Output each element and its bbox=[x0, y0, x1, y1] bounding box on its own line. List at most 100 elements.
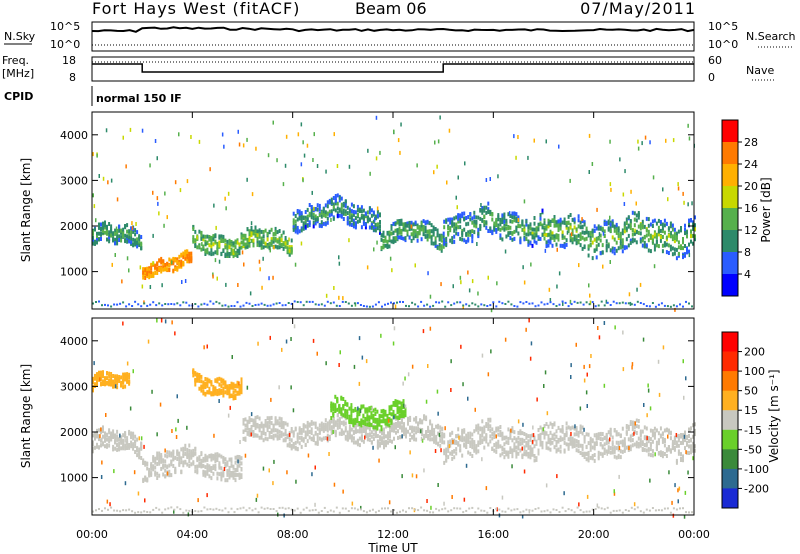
heatmap-cell bbox=[629, 444, 632, 449]
heatmap-cell bbox=[264, 436, 267, 441]
heatmap-cell bbox=[300, 241, 303, 246]
heatmap-cell bbox=[542, 427, 545, 432]
heatmap-cell bbox=[575, 448, 578, 453]
heatmap-cell bbox=[292, 227, 295, 232]
heatmap-cell bbox=[344, 421, 347, 426]
heatmap-cell bbox=[659, 453, 662, 457]
heatmap-cell bbox=[507, 300, 510, 303]
heatmap-cell bbox=[302, 221, 305, 226]
heatmap-cell bbox=[424, 234, 427, 239]
heatmap-cell bbox=[266, 231, 269, 236]
heatmap-cell bbox=[158, 473, 161, 478]
heatmap-cell bbox=[481, 430, 484, 435]
heatmap-cell bbox=[224, 238, 227, 243]
heatmap-cell bbox=[228, 389, 231, 393]
heatmap-cell bbox=[390, 231, 393, 236]
heatmap-cell bbox=[210, 235, 213, 240]
heatmap-cell bbox=[537, 222, 540, 227]
heatmap-cell bbox=[106, 237, 108, 242]
heatmap-cell bbox=[268, 416, 271, 421]
heatmap-cell bbox=[457, 225, 460, 230]
heatmap-cell bbox=[445, 218, 448, 223]
heatmap-cell bbox=[663, 428, 666, 433]
heatmap-cell bbox=[174, 180, 177, 185]
heatmap-cell bbox=[399, 435, 401, 440]
heatmap-cell bbox=[372, 419, 375, 424]
heatmap-cell bbox=[216, 247, 219, 252]
heatmap-cell bbox=[471, 216, 474, 221]
heatmap-cell bbox=[98, 508, 100, 510]
velocity-heatmap bbox=[92, 318, 696, 519]
heatmap-cell bbox=[547, 243, 550, 248]
heatmap-cell bbox=[551, 235, 554, 240]
heatmap-cell bbox=[461, 428, 464, 433]
heatmap-cell bbox=[677, 433, 680, 438]
heatmap-cell bbox=[272, 508, 275, 510]
heatmap-cell bbox=[230, 457, 233, 462]
heatmap-cell bbox=[139, 265, 142, 270]
heatmap-cell bbox=[202, 472, 205, 477]
heatmap-cell bbox=[515, 451, 518, 456]
heatmap-cell bbox=[262, 466, 265, 471]
heatmap-cell bbox=[467, 215, 470, 219]
heatmap-cell bbox=[469, 435, 472, 440]
heatmap-cell bbox=[296, 446, 299, 451]
heatmap-cell bbox=[372, 408, 375, 413]
heatmap-cell bbox=[583, 244, 586, 249]
heatmap-cell bbox=[186, 256, 189, 261]
heatmap-cell bbox=[140, 511, 143, 514]
heatmap-cell bbox=[609, 222, 612, 227]
heatmap-cell bbox=[371, 406, 373, 411]
heatmap-cell bbox=[333, 286, 335, 290]
heatmap-cell bbox=[635, 230, 638, 235]
heatmap-cell bbox=[465, 439, 468, 443]
heatmap-cell bbox=[688, 434, 690, 438]
heatmap-cell bbox=[212, 508, 215, 511]
heatmap-cell bbox=[156, 451, 159, 456]
heatmap-cell bbox=[143, 302, 146, 305]
heatmap-cell bbox=[354, 221, 357, 226]
heatmap-cell bbox=[180, 460, 183, 465]
heatmap-cell bbox=[687, 123, 689, 128]
heatmap-cell bbox=[110, 305, 113, 308]
heatmap-cell bbox=[393, 415, 395, 420]
heatmap-cell bbox=[633, 431, 635, 436]
heatmap-cell bbox=[437, 424, 440, 429]
heatmap-cell bbox=[519, 431, 522, 436]
heatmap-cell bbox=[256, 229, 259, 234]
heatmap-cell bbox=[118, 437, 121, 442]
heatmap-cell bbox=[583, 237, 586, 242]
heatmap-cell bbox=[100, 427, 102, 432]
heatmap-cell bbox=[603, 234, 606, 238]
heatmap-cell bbox=[425, 417, 428, 422]
heatmap-cell bbox=[188, 464, 191, 468]
heatmap-cell bbox=[380, 237, 383, 242]
heatmap-cell bbox=[328, 434, 331, 439]
heatmap-cell bbox=[208, 237, 211, 242]
heatmap-cell bbox=[122, 445, 125, 450]
heatmap-cell bbox=[338, 198, 341, 203]
heatmap-cell bbox=[375, 115, 378, 120]
heatmap-cell bbox=[613, 237, 616, 242]
heatmap-cell bbox=[501, 451, 504, 456]
heatmap-cell bbox=[593, 433, 596, 438]
heatmap-cell bbox=[154, 263, 157, 268]
heatmap-cell bbox=[178, 455, 181, 460]
heatmap-cell bbox=[659, 450, 662, 455]
heatmap-cell bbox=[180, 470, 183, 475]
heatmap-cell bbox=[686, 441, 688, 446]
heatmap-cell bbox=[221, 304, 224, 307]
heatmap-cell bbox=[326, 433, 329, 438]
heatmap-cell bbox=[639, 431, 642, 436]
heatmap-cell bbox=[503, 219, 506, 224]
heatmap-cell bbox=[653, 243, 656, 248]
heatmap-cell bbox=[522, 422, 524, 427]
heatmap-cell bbox=[611, 440, 614, 445]
heatmap-cell bbox=[230, 507, 233, 510]
heatmap-cell bbox=[150, 274, 153, 279]
heatmap-cell bbox=[325, 361, 327, 366]
heatmap-cell bbox=[559, 428, 562, 433]
heatmap-cell bbox=[370, 430, 373, 435]
heatmap-cell bbox=[236, 508, 239, 511]
heatmap-cell bbox=[694, 215, 696, 220]
